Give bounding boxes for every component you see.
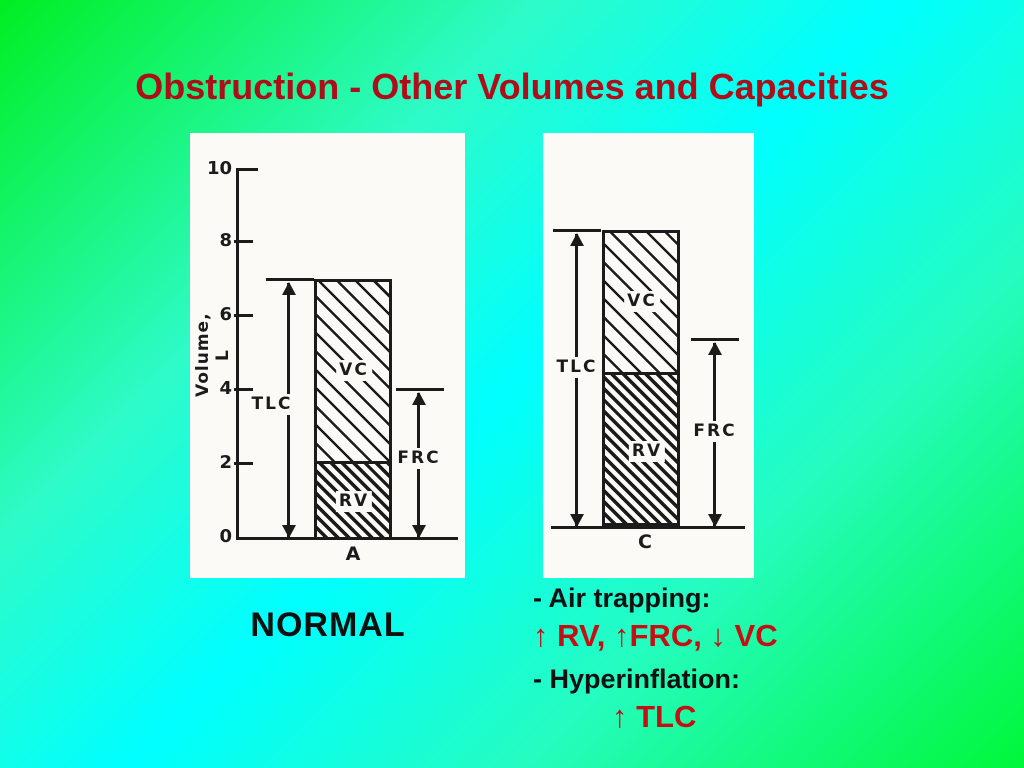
frc-label: FRC (690, 421, 740, 442)
frc-cap-line (396, 388, 444, 391)
vc-segment-label: VC (336, 360, 372, 381)
normal-caption: NORMAL (250, 606, 406, 644)
y-axis-tick (234, 388, 253, 391)
page-title: Obstruction - Other Volumes and Capaciti… (135, 66, 889, 107)
tlc-label: TLC (553, 357, 601, 378)
y-tick-label: 0 (219, 526, 232, 547)
y-tick-label: 6 (219, 304, 232, 325)
stacked-bar-obstruction (602, 230, 680, 526)
vc-segment-label: VC (624, 291, 660, 312)
hyperinflation-label: - Hyperinflation: (533, 664, 740, 694)
y-tick-label: 4 (219, 378, 232, 399)
hyperinflation-detail: ↑ TLC (612, 699, 697, 734)
y-tick-label: 8 (219, 230, 232, 251)
y-axis-tick (234, 314, 253, 317)
notes-block: - Air trapping: ↑ RV, ↑FRC, ↓ VC - Hyper… (533, 583, 953, 745)
obstruction-chart-panel: VC RV TLC FRC C (543, 133, 754, 578)
air-trapping-detail: ↑ RV, ↑FRC, ↓ VC (533, 618, 778, 653)
rv-segment-label: RV (628, 441, 666, 462)
y-axis-top-corner (236, 168, 258, 171)
tlc-label: TLC (248, 394, 296, 415)
tlc-cap-line (266, 278, 314, 281)
y-tick-label: 10 (206, 158, 232, 179)
x-axis-line (551, 526, 745, 529)
tlc-cap-line (553, 229, 601, 232)
frc-label: FRC (394, 448, 444, 469)
frc-cap-line (691, 338, 739, 341)
y-axis-line (236, 168, 239, 540)
y-axis-tick (234, 462, 253, 465)
tlc-arrow (569, 233, 584, 527)
y-tick-label: 2 (219, 452, 232, 473)
normal-chart-panel: Volume, L 10 8 6 4 2 0 VC RV TLC FRC A (190, 133, 465, 578)
air-trapping-label: - Air trapping: (533, 583, 711, 613)
y-axis-tick (234, 240, 253, 243)
rv-segment-label: RV (335, 491, 373, 512)
bar-category-label: C (638, 531, 652, 553)
bar-category-label: A (345, 543, 361, 565)
